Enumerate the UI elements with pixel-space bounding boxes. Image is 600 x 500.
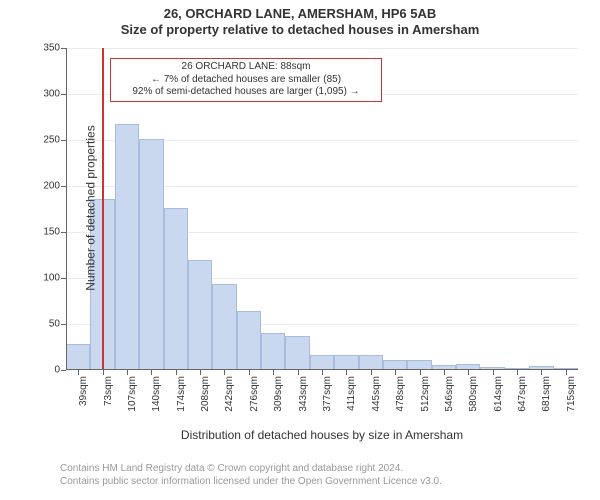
x-tick-label: 140sqm <box>151 376 162 412</box>
x-tick-mark <box>517 370 518 375</box>
title-line-1: 26, ORCHARD LANE, AMERSHAM, HP6 5AB <box>0 6 600 22</box>
y-tick-mark <box>61 186 66 187</box>
x-tick-mark <box>298 370 299 375</box>
y-tick-mark <box>61 140 66 141</box>
x-tick-mark <box>322 370 323 375</box>
x-tick-label: 276sqm <box>249 376 260 412</box>
y-tick-mark <box>61 94 66 95</box>
x-tick-label: 343sqm <box>298 376 309 412</box>
x-tick-mark <box>566 370 567 375</box>
y-tick-label: 250 <box>43 135 60 146</box>
x-axis-title: Distribution of detached houses by size … <box>66 428 578 442</box>
x-tick-label: 309sqm <box>273 376 284 412</box>
x-tick-label: 174sqm <box>176 376 187 412</box>
x-tick-label: 208sqm <box>200 376 211 412</box>
x-tick-label: 377sqm <box>322 376 333 412</box>
x-tick-mark <box>224 370 225 375</box>
x-tick-mark <box>541 370 542 375</box>
annotation-box: 26 ORCHARD LANE: 88sqm ← 7% of detached … <box>110 58 382 102</box>
y-tick-label: 100 <box>43 273 60 284</box>
x-tick-mark <box>103 370 104 375</box>
x-tick-label: 411sqm <box>346 376 357 411</box>
x-tick-mark <box>176 370 177 375</box>
y-tick-mark <box>61 278 66 279</box>
footer-line-1: Contains HM Land Registry data © Crown c… <box>60 462 442 475</box>
x-tick-label: 681sqm <box>541 376 552 412</box>
title-line-2: Size of property relative to detached ho… <box>0 22 600 38</box>
x-tick-mark <box>273 370 274 375</box>
y-tick-mark <box>61 232 66 233</box>
x-tick-mark <box>151 370 152 375</box>
y-tick-mark <box>61 324 66 325</box>
x-tick-label: 580sqm <box>468 376 479 412</box>
title-block: 26, ORCHARD LANE, AMERSHAM, HP6 5AB Size… <box>0 6 600 39</box>
x-tick-label: 445sqm <box>371 376 382 412</box>
x-tick-label: 242sqm <box>224 376 235 412</box>
annotation-line-3: 92% of semi-detached houses are larger (… <box>117 86 375 99</box>
x-tick-mark <box>200 370 201 375</box>
annotation-line-2: ← 7% of detached houses are smaller (85) <box>117 74 375 87</box>
x-tick-mark <box>127 370 128 375</box>
x-tick-label: 478sqm <box>395 376 406 412</box>
x-tick-mark <box>249 370 250 375</box>
y-tick-label: 0 <box>54 365 60 376</box>
y-tick-mark <box>61 370 66 371</box>
y-tick-label: 150 <box>43 227 60 238</box>
x-tick-label: 512sqm <box>420 376 431 412</box>
x-tick-mark <box>395 370 396 375</box>
y-axis-title: Number of detached properties <box>84 125 98 290</box>
footer-attribution: Contains HM Land Registry data © Crown c… <box>60 462 442 488</box>
x-tick-mark <box>493 370 494 375</box>
x-tick-mark <box>468 370 469 375</box>
y-tick-label: 200 <box>43 181 60 192</box>
x-tick-label: 73sqm <box>103 376 114 406</box>
x-tick-mark <box>420 370 421 375</box>
footer-line-2: Contains public sector information licen… <box>60 475 442 488</box>
x-tick-label: 107sqm <box>127 376 138 412</box>
x-tick-mark <box>371 370 372 375</box>
x-tick-label: 39sqm <box>78 376 89 406</box>
y-tick-label: 50 <box>49 319 60 330</box>
x-tick-label: 715sqm <box>566 376 577 412</box>
x-tick-label: 647sqm <box>517 376 528 412</box>
y-tick-label: 300 <box>43 89 60 100</box>
chart-container: 26, ORCHARD LANE, AMERSHAM, HP6 5AB Size… <box>0 0 600 500</box>
y-tick-label: 350 <box>43 43 60 54</box>
x-tick-mark <box>346 370 347 375</box>
x-tick-mark <box>78 370 79 375</box>
x-tick-label: 614sqm <box>493 376 504 412</box>
y-tick-mark <box>61 48 66 49</box>
annotation-line-1: 26 ORCHARD LANE: 88sqm <box>117 61 375 74</box>
x-tick-label: 546sqm <box>444 376 455 412</box>
x-tick-mark <box>444 370 445 375</box>
